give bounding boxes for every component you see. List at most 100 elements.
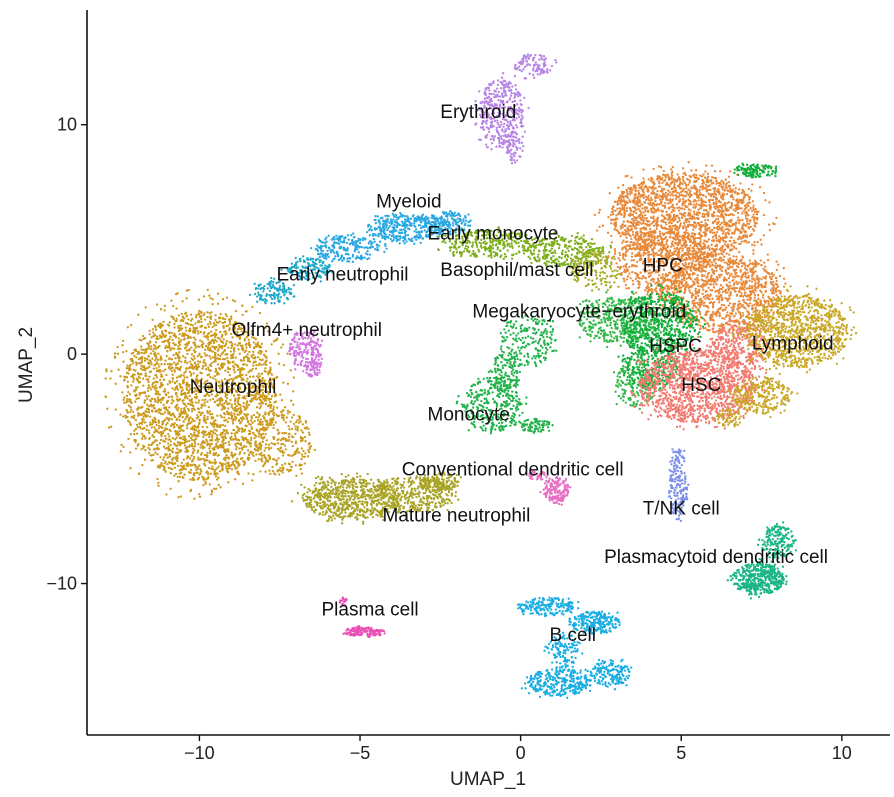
cell-point	[121, 344, 124, 347]
cell-point	[200, 317, 203, 321]
cell-point	[164, 407, 167, 410]
cell-point	[229, 398, 232, 402]
cell-point	[290, 399, 293, 402]
cell-point	[206, 385, 210, 388]
cell-point	[257, 291, 260, 294]
cell-point	[251, 384, 255, 387]
cell-point	[126, 398, 129, 401]
cell-point	[247, 441, 251, 444]
cell-point	[152, 331, 155, 334]
cell-point	[276, 429, 280, 432]
cell-point	[353, 236, 356, 239]
cell-point	[377, 220, 380, 224]
cell-point	[207, 373, 211, 376]
cell-point	[255, 445, 258, 448]
cell-point	[402, 236, 405, 240]
cell-point	[188, 330, 191, 333]
cell-point	[134, 349, 138, 353]
cell-point	[154, 359, 157, 362]
cell-point	[333, 496, 336, 499]
cell-point	[133, 373, 136, 376]
cell-point	[246, 353, 249, 356]
cell-point	[374, 248, 377, 251]
cell-point	[175, 380, 179, 383]
cell-point	[150, 363, 153, 366]
cell-point	[277, 352, 280, 355]
cell-point	[210, 489, 214, 492]
cell-point	[330, 519, 333, 522]
cell-point	[272, 407, 275, 411]
cell-point	[291, 444, 295, 448]
cell-point	[258, 349, 261, 353]
cell-point	[221, 317, 225, 320]
cell-point	[136, 444, 139, 447]
cell-point	[159, 412, 163, 415]
cell-point	[266, 419, 269, 423]
cell-point	[197, 312, 200, 315]
cell-point	[214, 324, 218, 327]
cell-point	[153, 343, 156, 347]
cell-point	[235, 404, 238, 408]
cell-point	[193, 455, 196, 459]
cell-point	[279, 447, 282, 450]
cell-point	[267, 443, 271, 446]
cell-point	[225, 314, 228, 318]
cell-point	[177, 324, 180, 328]
cell-point	[106, 407, 109, 410]
cell-point	[208, 451, 212, 455]
cell-point	[226, 371, 230, 374]
cell-point	[232, 352, 235, 356]
cell-point	[234, 452, 237, 456]
cell-point	[205, 334, 208, 338]
cell-point	[190, 391, 194, 395]
cell-point	[238, 367, 241, 370]
cell-point	[237, 426, 240, 430]
cell-point	[140, 351, 144, 355]
cell-point	[207, 368, 210, 371]
cell-point	[129, 423, 132, 426]
cell-point	[230, 346, 233, 350]
cell-point	[165, 373, 168, 377]
cell-point	[342, 505, 345, 508]
cell-point	[152, 367, 155, 370]
cell-point	[250, 415, 253, 418]
cell-point	[404, 227, 407, 230]
cell-point	[151, 385, 154, 389]
cell-point	[242, 445, 245, 449]
cell-point	[163, 339, 167, 342]
cell-point	[236, 401, 240, 405]
cell-point	[302, 449, 305, 453]
cell-point	[132, 376, 135, 379]
cell-point	[228, 391, 231, 394]
cell-point	[370, 243, 373, 246]
cell-point	[211, 376, 215, 380]
cell-point	[173, 422, 176, 425]
cell-point	[268, 455, 271, 459]
cell-point	[212, 333, 216, 337]
cell-point	[313, 484, 316, 487]
cell-point	[381, 483, 385, 486]
cell-point	[280, 346, 283, 349]
cell-point	[270, 373, 274, 376]
cell-point	[147, 384, 150, 387]
cell-point	[150, 345, 153, 348]
cell-point	[346, 479, 349, 482]
cell-point	[193, 341, 196, 344]
cell-point	[364, 252, 368, 255]
cell-point	[254, 355, 257, 359]
cell-point	[144, 436, 147, 439]
cell-point	[296, 492, 300, 495]
cell-point	[179, 475, 182, 479]
cell-point	[420, 485, 424, 489]
cell-point	[263, 297, 267, 301]
cell-point	[372, 485, 376, 489]
cell-point	[439, 495, 442, 498]
cell-point	[327, 504, 331, 508]
cell-point	[270, 302, 273, 305]
cell-point	[129, 432, 133, 436]
cell-point	[310, 503, 313, 507]
cell-point	[259, 423, 262, 426]
cell-point	[177, 451, 180, 455]
cell-point	[199, 325, 202, 328]
cell-point	[173, 474, 176, 477]
